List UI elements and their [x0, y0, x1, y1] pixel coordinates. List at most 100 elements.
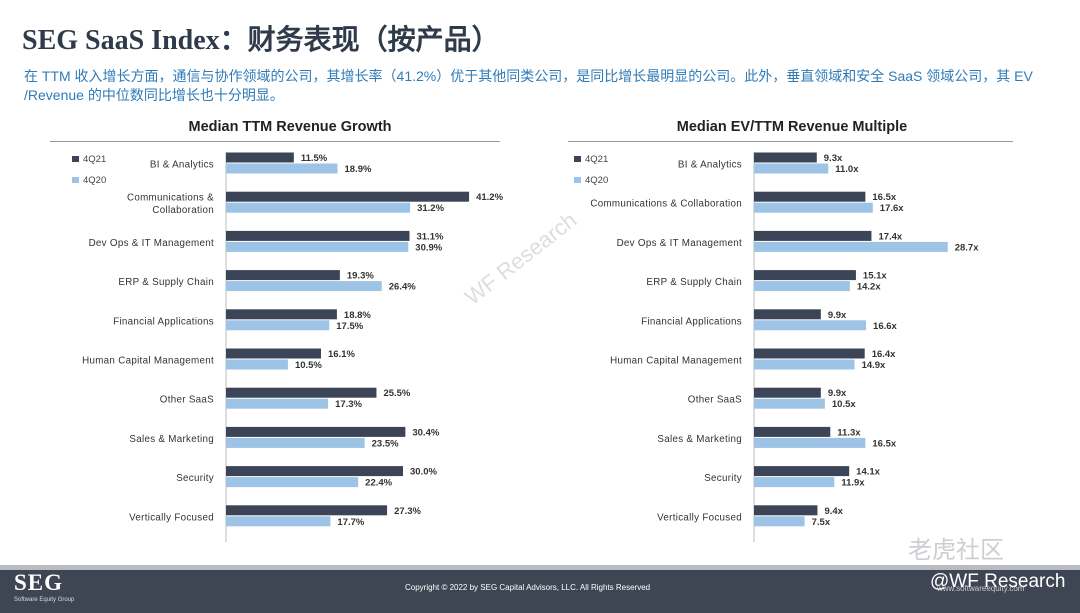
bar-4q20	[754, 437, 866, 448]
data-label-4q21: 9.9x	[828, 388, 847, 399]
bar-4q20	[226, 398, 329, 409]
data-label-4q20: 10.5%	[295, 360, 322, 371]
watermark-tiger-community: 老虎社区	[908, 537, 1004, 564]
bar-4q20	[226, 241, 409, 252]
legend-label-4q21: 4Q21	[585, 154, 608, 165]
bar-4q21	[754, 505, 818, 516]
category-label: Collaboration	[152, 205, 214, 216]
legend-label-4q21: 4Q21	[83, 154, 106, 165]
bar-4q21	[226, 191, 470, 202]
data-label-4q20: 10.5x	[832, 399, 856, 410]
legend-swatch-4q20	[72, 177, 79, 183]
category-label: Vertically Focused	[657, 512, 742, 523]
page-title: SEG SaaS Index：财务表现（按产品）	[22, 25, 500, 56]
data-label-4q20: 17.6x	[880, 203, 904, 214]
data-label-4q21: 19.3%	[347, 271, 374, 282]
data-label-4q20: 30.9%	[415, 242, 442, 253]
data-label-4q21: 17.4x	[878, 231, 902, 242]
data-label-4q21: 9.3x	[824, 153, 843, 164]
bar-4q20	[754, 202, 873, 213]
category-label: Human Capital Management	[82, 356, 214, 367]
category-label: Communications & Collaboration	[590, 199, 742, 210]
data-label-4q20: 17.7%	[337, 517, 364, 528]
page-subtitle: 在 TTM 收入增长方面，通信与协作领域的公司，其增长率（41.2%）优于其他同…	[24, 68, 1033, 103]
category-label: BI & Analytics	[678, 160, 742, 171]
data-label-4q21: 15.1x	[863, 271, 887, 282]
bar-4q21	[226, 348, 321, 359]
bar-4q20	[754, 241, 948, 252]
bar-4q21	[754, 152, 817, 163]
bar-4q21	[226, 426, 406, 437]
bar-4q20	[226, 516, 331, 527]
data-label-4q20: 14.9x	[862, 360, 886, 371]
data-label-4q20: 11.9x	[841, 478, 865, 489]
bar-4q20	[226, 163, 338, 174]
bar-4q21	[226, 309, 337, 320]
chart-title: Median EV/TTM Revenue Multiple	[677, 119, 907, 135]
category-label: Security	[176, 473, 214, 484]
legend-swatch-4q21	[72, 156, 79, 162]
data-label-4q21: 31.1%	[416, 231, 443, 242]
data-label-4q21: 25.5%	[383, 388, 410, 399]
category-label: Vertically Focused	[129, 512, 214, 523]
seg-logo: SEG	[14, 570, 64, 595]
seg-logo-subtitle: Software Equity Group	[14, 597, 75, 603]
chart-title: Median TTM Revenue Growth	[188, 119, 391, 135]
data-label-4q20: 17.3%	[335, 399, 362, 410]
bar-4q20	[754, 320, 867, 331]
data-label-4q20: 22.4%	[365, 478, 392, 489]
data-label-4q21: 11.5%	[301, 153, 328, 164]
category-label: Dev Ops & IT Management	[89, 238, 214, 249]
legend-swatch-4q20	[574, 177, 581, 183]
bar-4q21	[754, 191, 866, 202]
data-label-4q20: 16.6x	[873, 321, 897, 332]
data-label-4q21: 9.4x	[824, 506, 843, 517]
legend-swatch-4q21	[574, 156, 581, 162]
bar-4q20	[754, 477, 835, 488]
data-label-4q20: 28.7x	[955, 242, 979, 253]
bar-4q21	[754, 387, 821, 398]
category-label: Other SaaS	[160, 395, 214, 406]
bar-4q20	[226, 437, 365, 448]
bar-4q21	[226, 505, 388, 516]
wf-research-handle: @WF Research	[930, 571, 1066, 592]
bar-4q20	[226, 202, 411, 213]
bar-4q21	[226, 152, 294, 163]
data-label-4q20: 26.4%	[389, 282, 416, 293]
data-label-4q21: 18.8%	[344, 310, 371, 321]
website-url[interactable]: www.softwareequity.com	[937, 584, 1025, 593]
bar-4q20	[754, 398, 825, 409]
data-label-4q21: 16.1%	[328, 349, 355, 360]
data-label-4q20: 17.5%	[336, 321, 363, 332]
bar-4q20	[754, 516, 805, 527]
category-label: Human Capital Management	[610, 356, 742, 367]
bar-4q21	[754, 426, 831, 437]
data-label-4q21: 30.0%	[410, 467, 437, 478]
data-label-4q20: 31.2%	[417, 203, 444, 214]
data-label-4q20: 7.5x	[812, 517, 831, 528]
data-label-4q21: 41.2%	[476, 192, 503, 203]
data-label-4q21: 30.4%	[412, 427, 439, 438]
category-label: Financial Applications	[641, 316, 742, 327]
footer-bar	[0, 565, 1080, 613]
bar-4q21	[754, 270, 856, 281]
bar-4q20	[226, 320, 330, 331]
bar-4q21	[226, 466, 403, 477]
data-label-4q20: 16.5x	[872, 438, 896, 449]
bar-4q21	[754, 230, 872, 241]
bar-4q20	[754, 163, 829, 174]
copyright-text: Copyright © 2022 by SEG Capital Advisors…	[405, 583, 651, 592]
data-label-4q20: 14.2x	[857, 282, 881, 293]
category-label: Communications &	[127, 192, 214, 203]
category-label: Financial Applications	[113, 316, 214, 327]
legend-label-4q20: 4Q20	[83, 175, 106, 186]
data-label-4q21: 16.5x	[872, 192, 896, 203]
bar-4q21	[226, 387, 377, 398]
category-label: Sales & Marketing	[129, 434, 214, 445]
bar-4q21	[754, 466, 850, 477]
bar-4q21	[754, 348, 865, 359]
data-label-4q20: 11.0x	[835, 164, 859, 175]
legend-label-4q20: 4Q20	[585, 175, 608, 186]
chart-ev-revenue-multiple: Median EV/TTM Revenue Multiple 4Q21 4Q20 BI…	[568, 119, 1013, 542]
data-label-4q21: 14.1x	[856, 467, 880, 478]
